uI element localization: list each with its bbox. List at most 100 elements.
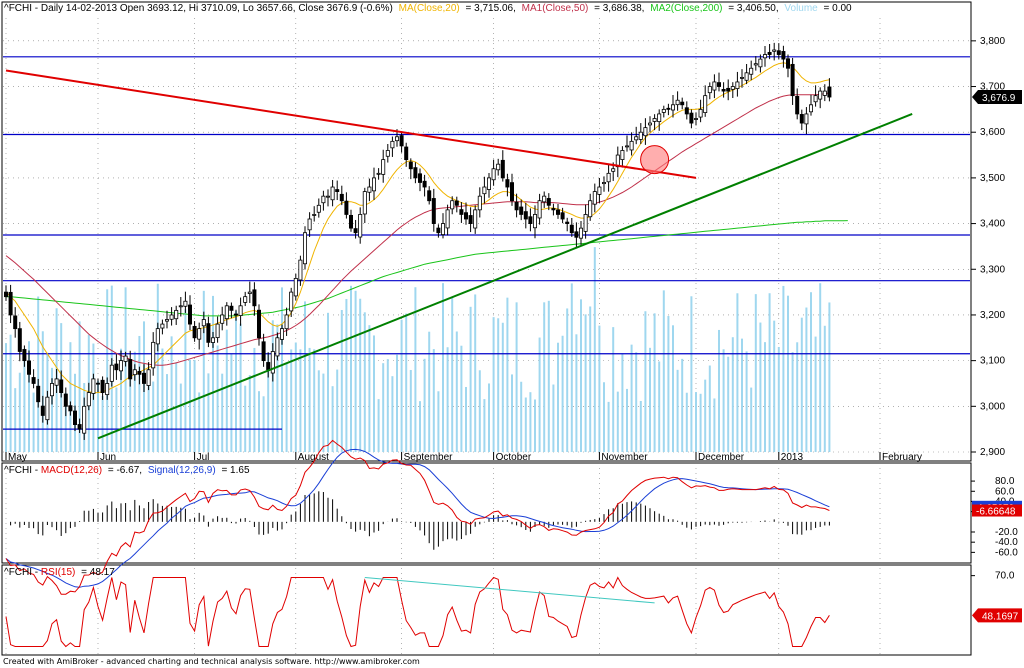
volume-bar [538, 337, 541, 452]
volume-bar [340, 310, 343, 452]
volume-bar [745, 351, 748, 452]
candle-body [786, 58, 791, 69]
candle-body [468, 215, 473, 224]
candle-body [763, 54, 768, 59]
candle-body [514, 201, 519, 211]
volume-bar [184, 309, 187, 452]
candle-body [735, 81, 740, 89]
candle-body [703, 95, 708, 114]
volume-bar [713, 398, 716, 452]
candle-body [266, 362, 271, 371]
macd-tick-label: -20.0 [995, 527, 1018, 538]
volume-bar [630, 344, 633, 452]
candle-body [675, 99, 680, 106]
volume-bar [805, 307, 808, 452]
candle-body [325, 195, 330, 198]
y-tick-label: 3,700 [980, 82, 1005, 93]
signal-legend-value: = 1.65 [221, 465, 250, 476]
volume-bar [290, 349, 293, 452]
volume-bar [276, 324, 279, 452]
candle-body [698, 108, 703, 118]
candle-body [256, 309, 261, 339]
last-price-badge [972, 90, 1022, 105]
volume-bar [699, 393, 702, 452]
macd-header-prefix: ^FCHI - [4, 465, 41, 476]
macd-tick-label: 60.0 [995, 486, 1015, 497]
candle-body [436, 227, 441, 234]
volume-bar [198, 392, 201, 452]
candle-body [625, 145, 630, 148]
volume-bar [787, 295, 789, 452]
price-header-prefix: ^FCHI - Daily 14-02-2013 Open 3693.12, H… [4, 3, 393, 14]
volume-bar [511, 374, 513, 452]
candle-body [220, 314, 225, 324]
breakout-marker [640, 145, 670, 175]
candle-body [606, 172, 611, 183]
price-grid [3, 18, 970, 655]
candle-body [91, 378, 96, 394]
volume-bar [400, 319, 403, 452]
month-label: December [698, 452, 745, 463]
candle-body [726, 87, 731, 92]
volume-bar [69, 342, 72, 452]
candle-body [132, 369, 137, 376]
volume-bar [690, 296, 693, 452]
month-label: November [601, 452, 648, 463]
volume-bar [414, 287, 417, 452]
volume-bar [667, 315, 670, 452]
candle-body [128, 359, 133, 380]
month-label: February [882, 452, 922, 463]
candle-body [330, 186, 335, 201]
candle-body [385, 150, 390, 157]
volume-bar [156, 283, 159, 452]
volume-bar [32, 392, 35, 452]
volume-legend-value: = 0.00 [824, 3, 853, 14]
candle-body [634, 136, 639, 141]
volume-bar [584, 314, 587, 452]
candle-body [353, 228, 358, 234]
candle-body [592, 191, 597, 205]
volume-bar [419, 401, 421, 452]
volume-bar [612, 327, 615, 452]
candle-body [261, 341, 266, 362]
volume-bar [166, 374, 168, 452]
candle-body [4, 291, 9, 298]
candle-body [629, 140, 634, 151]
volume-bar [488, 383, 490, 452]
candle-body [146, 369, 151, 386]
candle-body [537, 200, 542, 219]
volume-bar [409, 369, 412, 452]
volume-bar [28, 341, 30, 452]
candle-body [348, 214, 353, 229]
candle-body [753, 63, 758, 66]
volume-legend: Volume [784, 3, 818, 14]
candle-body [730, 86, 735, 90]
rsi-tick-label: 70.0 [995, 571, 1015, 582]
candle-body [298, 259, 303, 281]
volume-bar [202, 290, 205, 452]
candle-body [671, 104, 676, 111]
candle-body [795, 95, 800, 115]
volume-bar [78, 321, 81, 452]
candle-body [270, 351, 275, 374]
volume-bar [575, 334, 578, 452]
volume-bar [515, 302, 518, 452]
volume-bar [639, 400, 642, 452]
candle-body [652, 118, 657, 122]
volume-bar [235, 310, 237, 452]
candle-body [96, 382, 101, 385]
candle-body [86, 392, 91, 407]
volume-bar [455, 331, 458, 452]
volume-bar [9, 334, 12, 452]
macd-tick-label: -60.0 [995, 547, 1018, 558]
signal-legend: Signal(12,26,9) [148, 465, 216, 476]
candle-body [73, 410, 78, 425]
candle-body [408, 161, 413, 170]
candle-body [316, 204, 321, 213]
volume-bar [428, 331, 431, 452]
volume-bar [621, 353, 624, 452]
volume-bar [764, 342, 766, 452]
candle-body [36, 385, 41, 403]
macd-tick-label: 80.0 [995, 476, 1015, 487]
volume-bar [51, 367, 53, 452]
